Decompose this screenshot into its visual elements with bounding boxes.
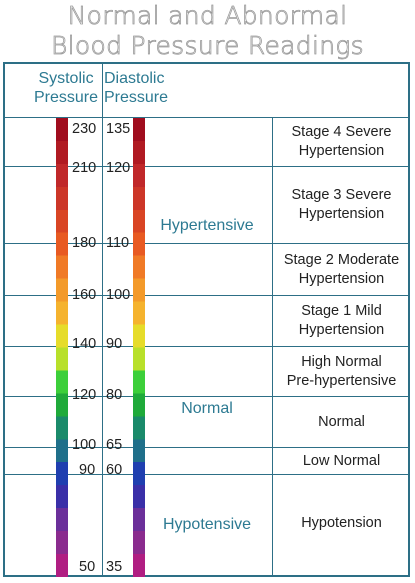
stage-label: Stage 2 Moderate Hypertension (273, 244, 410, 295)
diastolic-value: 100 (106, 287, 131, 303)
row-line (4, 346, 409, 347)
stage-line2: Hypertension (298, 270, 385, 287)
stage-label: Stage 3 Severe Hypertension (273, 167, 410, 243)
title-line-1: Normal and Abnormal (67, 1, 348, 31)
systolic-value: 140 (72, 336, 97, 352)
systolic-value: 160 (72, 287, 97, 303)
category-hypertensive: Hypertensive (160, 217, 254, 234)
diastolic-value: 110 (106, 235, 130, 251)
diastolic-value: 120 (106, 160, 131, 176)
systolic-value: 120 (72, 387, 97, 403)
row-line (4, 295, 409, 296)
diastolic-value: 80 (106, 387, 123, 403)
stage-label: Hypotension (273, 475, 410, 571)
stage-line1: Stage 3 Severe (291, 187, 392, 203)
stage-label: Low Normal (273, 448, 410, 474)
stage-label: Stage 1 Mild Hypertension (273, 296, 410, 346)
diastolic-value: 65 (106, 437, 123, 453)
systolic-color-bar (56, 118, 68, 577)
category-hypotensive: Hypotensive (162, 516, 252, 533)
systolic-header-line2: Pressure (33, 89, 99, 106)
diastolic-value: 135 (106, 121, 131, 137)
stage-line1: Hypotension (301, 514, 382, 531)
systolic-value: 90 (79, 462, 96, 478)
row-line (4, 447, 409, 448)
stage-line2: Hypertension (298, 206, 385, 222)
systolic-value: 50 (79, 559, 96, 575)
stage-line1: Normal (318, 413, 365, 430)
row-line (4, 243, 409, 244)
row-line (4, 474, 409, 475)
row-line (4, 396, 409, 397)
systolic-value: 230 (72, 121, 97, 137)
stage-line2: Hypertension (298, 143, 385, 159)
stage-line1: High Normal (301, 353, 382, 370)
systolic-value: 100 (72, 437, 97, 453)
row-line (4, 166, 409, 167)
stage-label: Normal (273, 397, 410, 447)
diastolic-header-line2: Pressure (104, 89, 169, 106)
systolic-header: Systolic Pressure (30, 69, 102, 107)
title-line-2: Blood Pressure Readings (51, 31, 364, 61)
systolic-header-line1: Systolic (38, 70, 94, 87)
diastolic-value: 60 (106, 462, 123, 478)
category-normal: Normal (181, 400, 233, 417)
stage-line1: Stage 2 Moderate (283, 251, 400, 268)
stage-line1: Low Normal (302, 452, 381, 469)
stage-line2: Pre-hypertensive (286, 372, 397, 389)
stage-label: High Normal Pre-hypertensive (273, 347, 410, 396)
stage-line1: Stage 4 Severe (291, 124, 392, 140)
systolic-value: 180 (72, 235, 97, 251)
systolic-value: 210 (72, 160, 97, 176)
diastolic-value: 35 (106, 559, 123, 575)
header-divider (4, 117, 409, 118)
diastolic-header: Diastolic Pressure (104, 69, 172, 107)
stage-line2: Hypertension (298, 322, 385, 338)
diastolic-value: 90 (106, 336, 123, 352)
diastolic-color-bar (133, 118, 145, 577)
chart-frame (3, 62, 410, 577)
diastolic-header-line1: Diastolic (104, 70, 165, 87)
divider-systolic-diastolic (102, 63, 103, 576)
stage-label: Stage 4 Severe Hypertension (273, 118, 410, 166)
stage-line1: Stage 1 Mild (301, 303, 382, 319)
